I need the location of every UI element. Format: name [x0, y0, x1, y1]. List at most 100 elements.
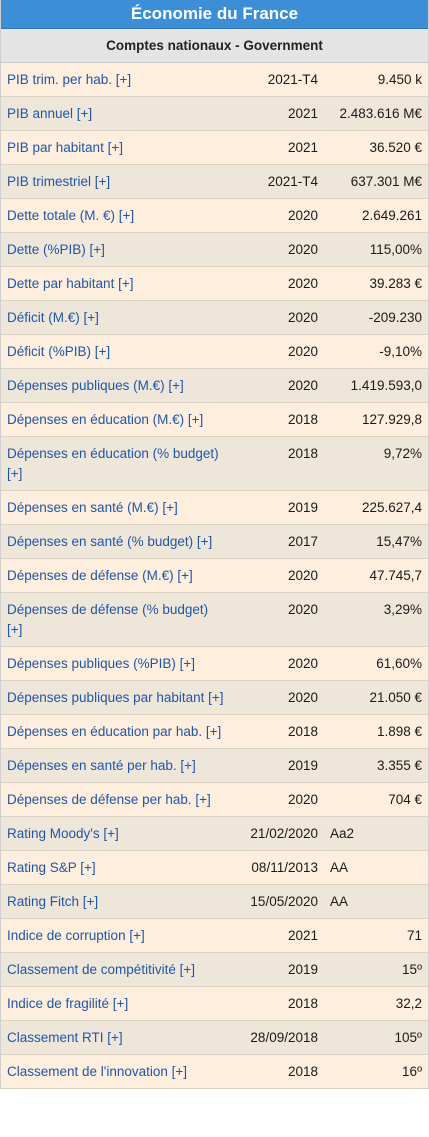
indicator-link[interactable]: Dette par habitant [+] [7, 276, 134, 291]
indicator-link[interactable]: Dépenses publiques (%PIB) [+] [7, 656, 195, 671]
table-row: Dépenses publiques par habitant [+] 2020 2… [1, 680, 428, 715]
indicator-period: 2021 [232, 96, 326, 131]
indicator-period: 2021-T4 [232, 63, 326, 97]
table-row: Dette par habitant [+] 2020 39.283 € [1, 266, 428, 301]
indicator-period: 2018 [232, 1054, 326, 1089]
table-row: PIB trim. per hab. [+] 2021-T4 9.450 k [1, 63, 428, 97]
indicator-link[interactable]: Indice de corruption [+] [7, 928, 145, 943]
indicator-link[interactable]: Dette (%PIB) [+] [7, 242, 105, 257]
indicator-link[interactable]: Dépenses publiques par habitant [+] [7, 690, 224, 705]
indicator-link[interactable]: Dépenses de défense (% budget) [+] [7, 602, 209, 637]
indicator-link[interactable]: Classement de compétitivité [+] [7, 962, 195, 977]
indicator-value: Aa2 [326, 816, 428, 851]
indicator-value: 15º [326, 952, 428, 987]
indicator-link[interactable]: Rating S&P [+] [7, 860, 96, 875]
indicator-label-cell: Dépenses en éducation (M.€) [+] [1, 402, 232, 437]
indicator-label-cell: Dépenses publiques (%PIB) [+] [1, 646, 232, 681]
indicator-link[interactable]: Dépenses publiques (M.€) [+] [7, 378, 184, 393]
indicator-period: 2021 [232, 130, 326, 165]
indicator-link[interactable]: Classement RTI [+] [7, 1030, 123, 1045]
indicator-period: 2017 [232, 524, 326, 559]
indicator-value: 1.898 € [326, 714, 428, 749]
indicator-link[interactable]: Dépenses en santé per hab. [+] [7, 758, 196, 773]
indicator-link[interactable]: Dépenses en éducation (M.€) [+] [7, 412, 204, 427]
indicator-value: 36.520 € [326, 130, 428, 165]
indicator-value: 2.649.261 [326, 198, 428, 233]
indicator-link[interactable]: PIB annuel [+] [7, 106, 93, 121]
indicator-period: 2020 [232, 680, 326, 715]
indicator-link[interactable]: Dépenses en santé (% budget) [+] [7, 534, 213, 549]
indicator-link[interactable]: Rating Fitch [+] [7, 894, 99, 909]
table-row: Dépenses en éducation par hab. [+] 2018 1.… [1, 714, 428, 749]
indicator-value: -9,10% [326, 334, 428, 369]
indicator-link[interactable]: Dépenses de défense (M.€) [+] [7, 568, 193, 583]
table-row: PIB annuel [+] 2021 2.483.616 M€ [1, 96, 428, 131]
indicator-label-cell: Déficit (%PIB) [+] [1, 334, 232, 369]
indicator-period: 2020 [232, 646, 326, 681]
indicator-period: 2021-T4 [232, 164, 326, 199]
indicator-label-cell: Déficit (M.€) [+] [1, 300, 232, 335]
indicator-period: 2018 [232, 436, 326, 491]
indicator-label-cell: Classement RTI [+] [1, 1020, 232, 1055]
indicator-value: 1.419.593,0 [326, 368, 428, 403]
indicator-value: 3.355 € [326, 748, 428, 783]
indicator-link[interactable]: Dépenses de défense per hab. [+] [7, 792, 211, 807]
indicator-link[interactable]: Dépenses en éducation (% budget) [+] [7, 446, 219, 481]
indicator-period: 2020 [232, 232, 326, 267]
indicator-link[interactable]: Déficit (%PIB) [+] [7, 344, 111, 359]
indicator-period: 2020 [232, 782, 326, 817]
widget-title: Économie du France [1, 0, 428, 29]
table-row: Indice de fragilité [+] 2018 32,2 [1, 986, 428, 1021]
indicator-value: AA [326, 884, 428, 919]
indicator-label-cell: Indice de corruption [+] [1, 918, 232, 953]
indicator-link[interactable]: Rating Moody's [+] [7, 826, 119, 841]
indicator-link[interactable]: Indice de fragilité [+] [7, 996, 129, 1011]
indicator-period: 08/11/2013 [232, 850, 326, 885]
indicator-value: AA [326, 850, 428, 885]
indicator-label-cell: Dépenses en santé per hab. [+] [1, 748, 232, 783]
indicator-link[interactable]: Dépenses en éducation par hab. [+] [7, 724, 222, 739]
indicator-period: 2021 [232, 918, 326, 953]
indicator-period: 2018 [232, 986, 326, 1021]
indicator-value: 9.450 k [326, 63, 428, 97]
table-row: Classement de compétitivité [+] 2019 15º [1, 952, 428, 987]
indicator-link[interactable]: PIB par habitant [+] [7, 140, 123, 155]
indicator-period: 15/05/2020 [232, 884, 326, 919]
indicator-link[interactable]: Déficit (M.€) [+] [7, 310, 99, 325]
indicator-period: 2020 [232, 266, 326, 301]
table-row: Rating Fitch [+] 15/05/2020 AA [1, 884, 428, 919]
indicator-link[interactable]: Classement de l'innovation [+] [7, 1064, 188, 1079]
table-row: Rating Moody's [+] 21/02/2020 Aa2 [1, 816, 428, 851]
table-row: Déficit (%PIB) [+] 2020 -9,10% [1, 334, 428, 369]
indicator-label-cell: PIB trim. per hab. [+] [1, 63, 232, 97]
indicator-period: 2019 [232, 490, 326, 525]
indicator-label-cell: Dépenses publiques par habitant [+] [1, 680, 232, 715]
table-row: Dette (%PIB) [+] 2020 115,00% [1, 232, 428, 267]
indicator-value: 16º [326, 1054, 428, 1089]
indicator-link[interactable]: PIB trim. per hab. [+] [7, 72, 132, 87]
table-row: Dépenses en santé (M.€) [+] 2019 225.627,4 [1, 490, 428, 525]
indicator-label-cell: Rating S&P [+] [1, 850, 232, 885]
indicator-period: 2019 [232, 952, 326, 987]
indicator-value: 704 € [326, 782, 428, 817]
indicator-period: 2019 [232, 748, 326, 783]
indicator-label-cell: PIB annuel [+] [1, 96, 232, 131]
indicator-link[interactable]: Dépenses en santé (M.€) [+] [7, 500, 178, 515]
indicator-label-cell: Indice de fragilité [+] [1, 986, 232, 1021]
indicator-value: 9,72% [326, 436, 428, 491]
indicator-value: 637.301 M€ [326, 164, 428, 199]
indicator-link[interactable]: Dette totale (M. €) [+] [7, 208, 135, 223]
indicator-link[interactable]: PIB trimestriel [+] [7, 174, 111, 189]
indicator-label-cell: Dette (%PIB) [+] [1, 232, 232, 267]
indicator-value: 225.627,4 [326, 490, 428, 525]
indicator-label-cell: PIB trimestriel [+] [1, 164, 232, 199]
indicator-label-cell: Dépenses en éducation par hab. [+] [1, 714, 232, 749]
table-row: Dépenses en éducation (M.€) [+] 2018 127.9… [1, 402, 428, 437]
table-row: Classement de l'innovation [+] 2018 16º [1, 1054, 428, 1089]
indicator-value: -209.230 [326, 300, 428, 335]
indicator-value: 71 [326, 918, 428, 953]
indicator-label-cell: Dépenses publiques (M.€) [+] [1, 368, 232, 403]
table-row: Dépenses publiques (M.€) [+] 2020 1.419.59… [1, 368, 428, 403]
indicator-period: 2018 [232, 714, 326, 749]
indicator-label-cell: Dépenses de défense (% budget) [+] [1, 592, 232, 647]
